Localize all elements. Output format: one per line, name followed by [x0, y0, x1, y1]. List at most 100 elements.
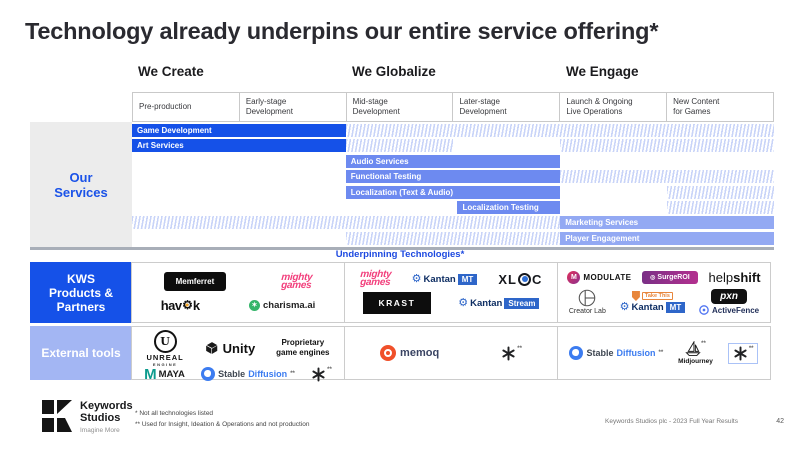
openai-icon	[502, 346, 515, 360]
openai-logo: **	[311, 367, 332, 382]
stage-header-cell: Launch & Ongoing Live Operations	[559, 93, 666, 121]
page-number: 42	[776, 418, 784, 425]
footnote-1: * Not all technologies listed	[135, 410, 214, 417]
external-tools-label: External tools	[30, 326, 132, 380]
kantan-stream-logo: ⚙ Kantan Stream	[458, 296, 540, 309]
gear-icon: ⚙	[182, 299, 193, 311]
kantan-mt-logo: ⚙ Kantan MT	[620, 302, 686, 313]
service-coverage-hatch	[560, 170, 774, 184]
stage-header-cell: Mid-stage Development	[345, 93, 453, 121]
memoq-icon	[380, 345, 397, 361]
gear-icon: ⚙	[458, 296, 469, 309]
service-bar-art-services: Art Services	[132, 139, 346, 153]
service-coverage-hatch	[345, 231, 561, 245]
brand-tagline: Imagine More	[80, 427, 120, 435]
service-bar-marketing-services: Marketing Services	[560, 216, 774, 230]
service-bar-game-development: Game Development	[132, 124, 346, 137]
mighty-games-logo: mighty games	[281, 271, 314, 291]
footnote-2: ** Used for Insight, Ideation & Operatio…	[135, 421, 310, 429]
unreal-icon: U	[153, 330, 177, 353]
our-services-label: Our Services	[30, 122, 132, 247]
service-row-functional-testing: Functional Testing	[132, 170, 774, 184]
gear-icon: ⚙	[619, 301, 630, 313]
service-coverage-hatch	[345, 139, 453, 153]
stage-header-cell: Early-stage Development	[238, 93, 346, 121]
brand-name-line1: Keywords	[80, 400, 133, 412]
service-coverage-hatch	[666, 200, 774, 214]
charisma-ai-logo: ✶ charisma.ai	[248, 299, 315, 311]
openai-logo: **	[501, 346, 522, 361]
modulate-icon: M	[567, 271, 581, 284]
stage-header-cell: New Content for Games	[666, 93, 773, 121]
service-bar-audio-services: Audio Services	[345, 154, 561, 168]
brand-name-line2: Studios	[80, 412, 121, 425]
external-tools-row: External tools U UNREAL ENGINE Unity Pro…	[30, 326, 774, 383]
phase-header: We Globalize	[351, 64, 436, 79]
helpshift-logo: helpshift	[708, 270, 761, 285]
kantan-mt-logo: ⚙ Kantan MT	[411, 272, 478, 285]
stage-header-row: Pre-production Early-stage Development Mid…	[132, 92, 774, 122]
proprietary-engines-label: Proprietary game engines	[276, 338, 330, 358]
xloc-logo: XL C	[498, 271, 543, 287]
unity-cube-icon	[205, 342, 217, 355]
service-bar-functional-testing: Functional Testing	[345, 170, 561, 184]
xloc-o-icon	[518, 272, 532, 286]
memoq-logo: memoq	[380, 345, 439, 361]
midjourney-logo: ** Midjourney	[678, 341, 713, 365]
keywords-k-icon	[42, 400, 72, 432]
creator-lab-logo: Creator Lab	[569, 289, 606, 315]
external-create-cell: U UNREAL ENGINE Unity Proprietary game e…	[131, 326, 345, 383]
keywords-studios-logo: Keywords Studios Imagine More	[42, 400, 133, 434]
phase-header: We Create	[138, 64, 204, 79]
service-row-audio-services: Audio Services	[132, 154, 774, 168]
stage-header-cell: Later-stage Development	[452, 93, 559, 121]
phase-header: We Engage	[565, 64, 639, 79]
service-bar-localization-text-audio: Localization (Text & Audio)	[345, 185, 561, 199]
service-row-game-development: Game Development	[132, 124, 774, 137]
mighty-games-logo: mighty games	[359, 269, 392, 288]
activefence-icon	[699, 305, 709, 315]
openai-icon	[734, 346, 747, 360]
service-row-art-services: Art Services	[132, 139, 774, 153]
footnotes: * Not all technologies listed ** Used fo…	[135, 408, 310, 430]
service-row-player-engagement: Player Engagement	[132, 231, 774, 245]
external-globalize-cell: memoq **	[344, 326, 558, 380]
service-row-marketing-services: Marketing Services	[132, 216, 774, 230]
krast-logo: KRAST	[362, 292, 432, 314]
service-row-localization-text-audio: Localization (Text & Audio)	[132, 185, 774, 199]
midjourney-boat-icon	[685, 341, 701, 357]
modulate-logo: M MODULATE	[567, 271, 631, 284]
surgeroi-icon: ◎	[650, 275, 656, 281]
services-band: Our Services Game Development Art Service…	[30, 122, 774, 250]
maya-logo: M MAYA	[144, 365, 185, 383]
memferret-logo: Memferret	[163, 272, 227, 292]
shield-icon	[631, 291, 640, 301]
surgeroi-logo: ◎ SurgeROI	[642, 271, 698, 284]
unreal-engine-logo: U UNREAL ENGINE	[146, 330, 183, 367]
havok-logo: hav⚙k	[160, 297, 200, 313]
footer-credit: Keywords Studios plc - 2023 Full Year Re…	[605, 418, 738, 425]
kws-products-label: KWS Products & Partners	[30, 262, 132, 323]
service-coverage-hatch	[132, 216, 561, 230]
service-bar-localization-testing: Localization Testing	[457, 200, 561, 214]
openai-logo: **	[727, 342, 759, 364]
stage-header-cell: Pre-production	[139, 101, 192, 111]
stable-diffusion-logo: Stable Diffusion **	[569, 346, 663, 360]
page-title: Technology already underpins our entire …	[25, 18, 659, 44]
kws-products-row: KWS Products & Partners Memferret mighty…	[30, 262, 774, 323]
service-row-localization-testing: Localization Testing	[132, 200, 774, 214]
kws-engage-cell: M MODULATE ◎ SurgeROI helpshift Creator La…	[557, 262, 771, 323]
pxn-logo: pxn	[711, 289, 747, 304]
services-bars: Game Development Art Services Audio Servic…	[132, 122, 774, 247]
charisma-icon: ✶	[248, 299, 260, 311]
creator-lab-icon	[579, 289, 596, 307]
kws-globalize-cell: mighty games ⚙ Kantan MT XL C KRAST ⚙ Kantan S…	[344, 262, 558, 323]
maya-icon: M	[144, 365, 157, 383]
stable-diffusion-logo: Stable Diffusion **	[201, 367, 295, 381]
gear-icon: ⚙	[411, 272, 422, 285]
take-this-logo: Take This	[631, 291, 673, 301]
openai-icon	[312, 367, 325, 381]
stable-diffusion-icon	[201, 367, 216, 381]
stable-diffusion-icon	[569, 346, 584, 360]
